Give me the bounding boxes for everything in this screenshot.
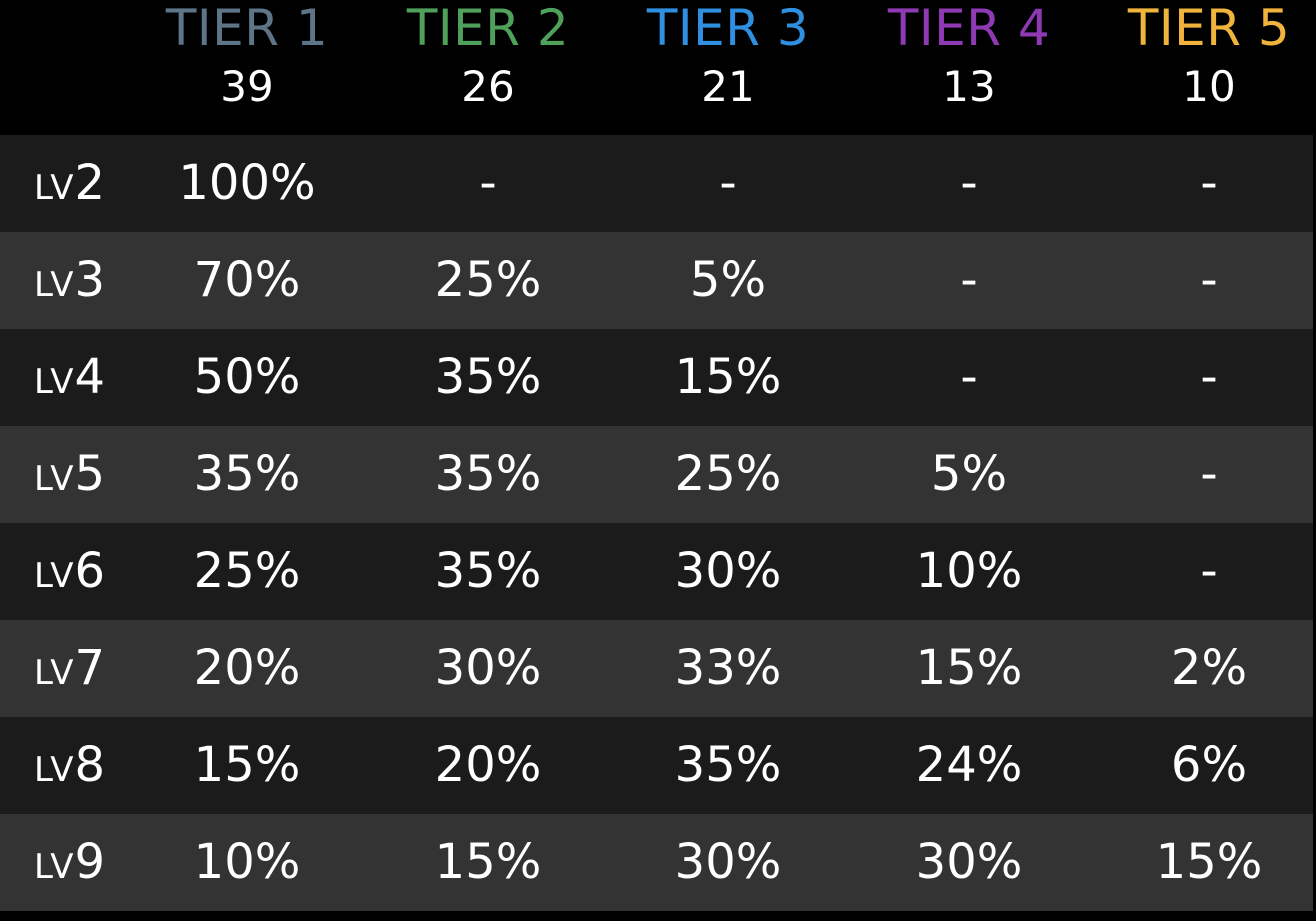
level-label: LV5 bbox=[34, 426, 105, 523]
tier-count: 21 bbox=[701, 62, 755, 111]
odds-cell: 15% bbox=[674, 349, 782, 405]
odds-cell: 35% bbox=[193, 446, 301, 502]
tier-count: 10 bbox=[1182, 62, 1236, 111]
table-row-lv8: LV8 15% 20% 35% 24% 6% bbox=[0, 717, 1313, 814]
level-number: 2 bbox=[74, 155, 106, 211]
odds-cell: 25% bbox=[434, 252, 542, 308]
level-number: 8 bbox=[74, 737, 106, 793]
odds-cell: 10% bbox=[915, 543, 1023, 599]
level-prefix: LV bbox=[34, 556, 75, 596]
odds-cell: 15% bbox=[434, 834, 542, 890]
tier-name: TIER 2 bbox=[406, 0, 570, 57]
tier-name: TIER 4 bbox=[887, 0, 1051, 57]
odds-cell: - bbox=[479, 155, 497, 211]
odds-cell: 35% bbox=[674, 737, 782, 793]
odds-cell: - bbox=[1200, 252, 1218, 308]
level-prefix: LV bbox=[34, 362, 75, 402]
level-prefix: LV bbox=[34, 750, 75, 790]
tier-column-header-5: TIER 5 10 bbox=[1089, 0, 1316, 135]
tier-column-header-3: TIER 3 21 bbox=[608, 0, 848, 135]
odds-cell: 30% bbox=[434, 640, 542, 696]
odds-cell: - bbox=[1200, 543, 1218, 599]
odds-cell: 2% bbox=[1170, 640, 1248, 696]
level-label: LV9 bbox=[34, 814, 105, 911]
level-label: LV6 bbox=[34, 523, 105, 620]
odds-cell: 70% bbox=[193, 252, 301, 308]
odds-cell: 5% bbox=[689, 252, 767, 308]
odds-cell: 100% bbox=[178, 155, 316, 211]
odds-cell: - bbox=[960, 349, 978, 405]
level-label: LV4 bbox=[34, 329, 105, 426]
odds-cell: 25% bbox=[193, 543, 301, 599]
tier-count: 39 bbox=[220, 62, 274, 111]
odds-cell: - bbox=[719, 155, 737, 211]
table-right-edge bbox=[1313, 135, 1316, 913]
tier-column-header-4: TIER 4 13 bbox=[849, 0, 1089, 135]
level-label: LV7 bbox=[34, 620, 105, 717]
level-number: 5 bbox=[74, 446, 106, 502]
odds-cell: 6% bbox=[1170, 737, 1248, 793]
odds-cell: 35% bbox=[434, 543, 542, 599]
odds-cell: - bbox=[960, 252, 978, 308]
table-row-lv6: LV6 25% 35% 30% 10% - bbox=[0, 523, 1313, 620]
level-number: 6 bbox=[74, 543, 106, 599]
odds-cell: 15% bbox=[915, 640, 1023, 696]
odds-cell: 35% bbox=[434, 446, 542, 502]
level-label: LV8 bbox=[34, 717, 105, 814]
odds-cell: 10% bbox=[193, 834, 301, 890]
table-row-lv5: LV5 35% 35% 25% 5% - bbox=[0, 426, 1313, 523]
tier-count: 26 bbox=[461, 62, 515, 111]
tier-count: 13 bbox=[942, 62, 996, 111]
tier-name: TIER 1 bbox=[165, 0, 329, 57]
table-bottom-edge bbox=[0, 911, 1316, 913]
odds-cell: 25% bbox=[674, 446, 782, 502]
level-prefix: LV bbox=[34, 653, 75, 693]
tier-column-header-2: TIER 2 26 bbox=[368, 0, 608, 135]
odds-table: LV2 100% - - - - LV3 70% 25% 5% - - LV4 … bbox=[0, 135, 1313, 911]
odds-cell: 15% bbox=[193, 737, 301, 793]
level-label: LV3 bbox=[34, 232, 105, 329]
odds-cell: - bbox=[1200, 349, 1218, 405]
odds-cell: 33% bbox=[674, 640, 782, 696]
tier-name: TIER 5 bbox=[1127, 0, 1291, 57]
odds-cell: 24% bbox=[915, 737, 1023, 793]
odds-cell: 30% bbox=[674, 543, 782, 599]
odds-cell: - bbox=[1200, 155, 1218, 211]
level-label: LV2 bbox=[34, 135, 105, 232]
level-prefix: LV bbox=[34, 265, 75, 305]
level-number: 4 bbox=[74, 349, 106, 405]
level-number: 7 bbox=[74, 640, 106, 696]
odds-cell: 30% bbox=[674, 834, 782, 890]
odds-cell: 30% bbox=[915, 834, 1023, 890]
tier-header: TIER 1 39 TIER 2 26 TIER 3 21 TIER 4 13 … bbox=[0, 0, 1316, 135]
level-prefix: LV bbox=[34, 168, 75, 208]
table-row-lv3: LV3 70% 25% 5% - - bbox=[0, 232, 1313, 329]
odds-cell: 5% bbox=[930, 446, 1008, 502]
level-number: 9 bbox=[74, 834, 106, 890]
odds-cell: 50% bbox=[193, 349, 301, 405]
odds-cell: 35% bbox=[434, 349, 542, 405]
odds-cell: - bbox=[1200, 446, 1218, 502]
tier-name: TIER 3 bbox=[646, 0, 810, 57]
odds-cell: 15% bbox=[1155, 834, 1263, 890]
level-number: 3 bbox=[74, 252, 106, 308]
odds-cell: 20% bbox=[193, 640, 301, 696]
table-row-lv9: LV9 10% 15% 30% 30% 15% bbox=[0, 814, 1313, 911]
table-row-lv7: LV7 20% 30% 33% 15% 2% bbox=[0, 620, 1313, 717]
level-prefix: LV bbox=[34, 459, 75, 499]
table-row-lv4: LV4 50% 35% 15% - - bbox=[0, 329, 1313, 426]
table-row-lv2: LV2 100% - - - - bbox=[0, 135, 1313, 232]
tier-column-header-1: TIER 1 39 bbox=[127, 0, 367, 135]
odds-cell: - bbox=[960, 155, 978, 211]
odds-cell: 20% bbox=[434, 737, 542, 793]
level-prefix: LV bbox=[34, 847, 75, 887]
